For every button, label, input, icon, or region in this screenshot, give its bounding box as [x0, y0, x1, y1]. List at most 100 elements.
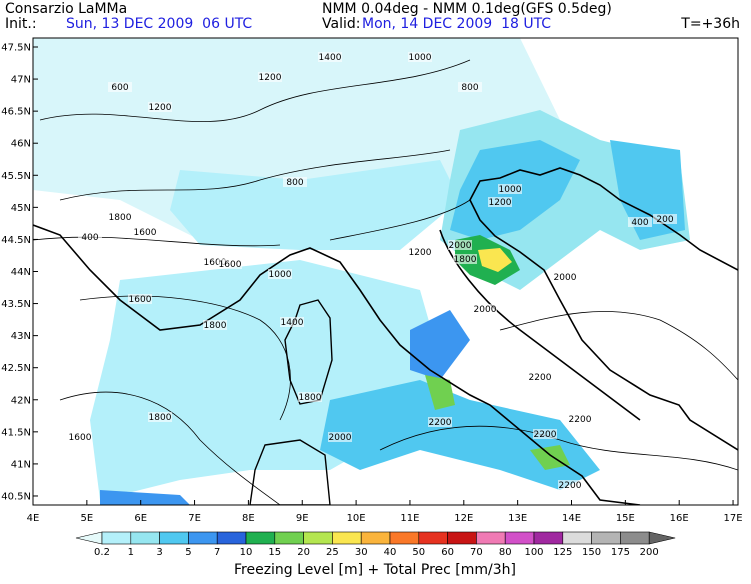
precip-area: [320, 380, 600, 490]
contour: [379, 425, 738, 471]
contour-label-bg: [473, 304, 497, 314]
colorbar-box: [620, 531, 650, 545]
contour-label-bg: [408, 247, 432, 257]
colorbar-label: 3: [156, 547, 162, 558]
lat-label: 41.5N: [1, 427, 31, 438]
contour-label: 2200: [534, 430, 557, 440]
contour-label-bg: [553, 272, 577, 282]
contour-label-bg: [653, 214, 677, 224]
contour-label: 1400: [281, 318, 304, 328]
contour-label: 2200: [569, 415, 592, 425]
colorbar-label: 70: [470, 547, 483, 558]
colorbar-label: 200: [640, 547, 659, 558]
lon-label: 10E: [347, 513, 366, 524]
colorbar-label: 40: [384, 547, 397, 558]
colorbar-box: [447, 531, 477, 545]
lat-label: 42.5N: [1, 363, 31, 374]
contour-label: 800: [286, 178, 303, 188]
contour-label-bg: [218, 259, 242, 269]
colorbar-box: [216, 531, 247, 545]
lat-label: 43N: [11, 331, 31, 342]
contour-label-bg: [78, 232, 102, 242]
contour-label-bg: [408, 52, 432, 62]
contour: [39, 59, 471, 122]
lon-label: 14E: [562, 513, 581, 524]
colorbar-label: 60: [441, 547, 454, 558]
colorbar-box: [533, 531, 564, 545]
lon-label: 9E: [296, 513, 309, 524]
contour-label: 1200: [489, 198, 512, 208]
right-title: NMM 0.04deg - NMM 0.1deg(GFS 0.5deg): [322, 1, 612, 17]
colorbar-arrow: [648, 531, 676, 545]
contour-label-bg: [108, 212, 132, 222]
contour-label: 600: [111, 83, 128, 93]
colorbar-box: [504, 531, 535, 545]
contour: [59, 391, 281, 505]
lon-label: 16E: [670, 513, 689, 524]
contour-label: 1600: [219, 260, 242, 270]
colorbar-box: [360, 531, 391, 545]
contour-label-bg: [203, 257, 227, 267]
contour-label: 1600: [129, 295, 152, 305]
colorbar-box: [130, 531, 160, 545]
contour-label: 2000: [449, 241, 472, 251]
init-value: Sun, 13 DEC 2009 06 UTC: [66, 16, 252, 32]
contour-label-bg: [148, 102, 172, 112]
colorbar-box: [245, 531, 276, 545]
contour-label-bg: [498, 184, 522, 194]
lon-label: 13E: [508, 513, 527, 524]
contour-label: 1800: [454, 255, 477, 265]
coastline: [33, 224, 641, 505]
colorbar-box: [332, 531, 362, 545]
contour-label: 2000: [554, 273, 577, 283]
colorbar-label: 125: [553, 547, 572, 558]
lon-label: 12E: [454, 513, 473, 524]
lat-label: 40.5N: [1, 491, 31, 502]
lon-label: 7E: [188, 513, 201, 524]
contour-label-bg: [258, 72, 282, 82]
contour-label: 1800: [149, 413, 172, 423]
contour-label: 1000: [499, 185, 522, 195]
contour-label-bg: [268, 269, 292, 279]
contour-label-bg: [133, 227, 157, 237]
contour-label-bg: [280, 317, 304, 327]
contour-label: 1400: [319, 53, 342, 63]
contour-label-bg: [568, 414, 592, 424]
contour-label: 800: [461, 83, 478, 93]
valid-label: Valid:: [322, 16, 360, 32]
contour-label: 400: [81, 233, 98, 243]
lon-label: 4E: [27, 513, 40, 524]
contour-label-bg: [533, 429, 557, 439]
lat-label: 47.5N: [1, 43, 31, 54]
init-label: Init.:: [5, 16, 37, 32]
colorbar-box: [303, 531, 333, 545]
colorbar-label: 150: [582, 547, 601, 558]
lat-label: 44.5N: [1, 235, 31, 246]
contour-label: 1600: [69, 433, 92, 443]
colorbar-label: 30: [355, 547, 368, 558]
lon-label: 15E: [616, 513, 635, 524]
lead-time: T=+36h: [680, 16, 740, 32]
contour-label: 2000: [329, 433, 352, 443]
contour-label: 1200: [149, 103, 172, 113]
colorbar-label: 50: [412, 547, 425, 558]
lat-label: 42N: [11, 395, 31, 406]
contour: [59, 149, 451, 201]
left-title: Consarzio LaMMa: [5, 1, 127, 17]
contour-label-bg: [148, 412, 172, 422]
contour-label: 2200: [529, 373, 552, 383]
contour-label: 1200: [259, 73, 282, 83]
valid-value: Mon, 14 DEC 2009 18 UTC: [362, 16, 551, 32]
contour-label: 1000: [269, 270, 292, 280]
contour-label: 1800: [109, 213, 132, 223]
precip-area: [410, 310, 470, 380]
contour: [499, 311, 738, 381]
colorbar-box: [159, 531, 189, 545]
contour-label: 1000: [409, 53, 432, 63]
lat-label: 46.5N: [1, 107, 31, 118]
precip-area: [425, 375, 455, 410]
contour-label: 1600: [204, 258, 227, 268]
contour-label-bg: [298, 392, 322, 402]
colorbar-label: 80: [499, 547, 512, 558]
